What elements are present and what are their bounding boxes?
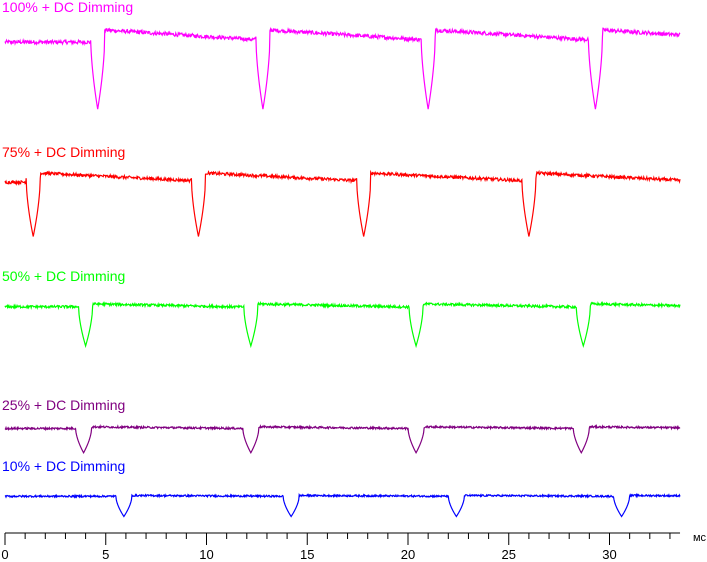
series-line-1 xyxy=(4,169,681,237)
x-axis-unit-label: мс xyxy=(693,532,707,544)
x-tick-label: 15 xyxy=(300,547,314,562)
series-label-3: 25% + DC Dimming xyxy=(2,397,125,413)
x-tick-label: 25 xyxy=(502,547,516,562)
series-line-0 xyxy=(4,26,681,110)
x-tick-label: 20 xyxy=(401,547,415,562)
series-label-0: 100% + DC Dimming xyxy=(2,0,133,15)
series-line-4 xyxy=(4,492,681,518)
traces-group xyxy=(4,26,681,518)
x-tick-label: 0 xyxy=(1,547,8,562)
series-label-4: 10% + DC Dimming xyxy=(2,458,125,474)
series-labels-group: 100% + DC Dimming 75% + DC Dimming 50% + D… xyxy=(2,0,133,474)
series-line-3 xyxy=(4,423,681,455)
x-axis: 0 5 10 15 20 25 30 мс xyxy=(1,532,706,562)
series-label-2: 50% + DC Dimming xyxy=(2,268,125,284)
x-tick-label: 10 xyxy=(199,547,213,562)
x-tick-label: 30 xyxy=(602,547,616,562)
series-label-1: 75% + DC Dimming xyxy=(2,144,125,160)
series-line-2 xyxy=(4,300,681,349)
x-tick-label: 5 xyxy=(102,547,109,562)
